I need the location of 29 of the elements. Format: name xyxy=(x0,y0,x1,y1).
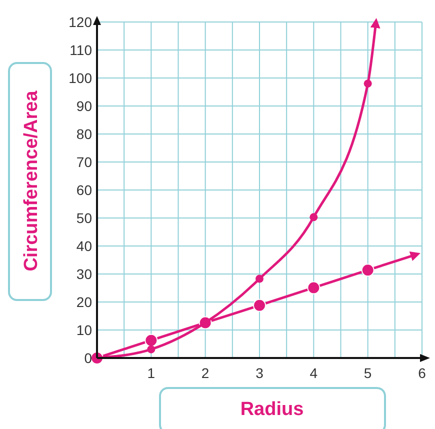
point xyxy=(144,334,158,347)
point xyxy=(253,298,266,312)
point xyxy=(307,281,320,294)
y-tick-label: 90 xyxy=(76,98,92,114)
x-tick-label: 1 xyxy=(147,365,156,381)
y-tick-label: 110 xyxy=(70,42,92,58)
x-tick-label: 3 xyxy=(256,365,264,381)
point xyxy=(310,213,318,222)
x-tick-label: 2 xyxy=(201,365,210,381)
y-tick-label: 120 xyxy=(68,14,92,30)
y-tick-label: 70 xyxy=(76,154,92,170)
x-axis-title: Radius xyxy=(240,399,304,420)
y-tick-label: 30 xyxy=(76,266,92,282)
y-tick-label: 0 xyxy=(84,350,92,366)
x-tick-label: 5 xyxy=(364,365,372,381)
y-axis-title: Circumference/Area xyxy=(21,90,42,272)
y-tick-label: 60 xyxy=(76,182,92,198)
y-tick-label: 50 xyxy=(76,210,92,226)
y-tick-label: 10 xyxy=(76,322,92,338)
y-tick-label: 80 xyxy=(76,126,92,142)
x-tick-label: 6 xyxy=(418,365,426,381)
x-tick-label: 4 xyxy=(310,365,318,381)
point xyxy=(361,264,374,277)
point xyxy=(256,274,264,283)
point xyxy=(364,80,372,88)
point xyxy=(147,345,156,354)
y-tick-label: 100 xyxy=(68,70,92,86)
y-tick-label: 20 xyxy=(76,294,92,310)
y-tick-label: 40 xyxy=(76,238,92,254)
